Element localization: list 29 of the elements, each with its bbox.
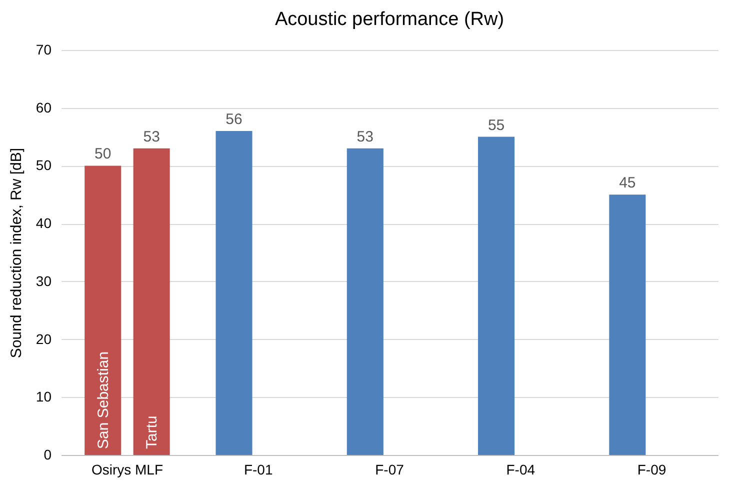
- bar: [216, 131, 252, 455]
- y-axis-title: Sound reduction index, Rw [dB]: [8, 148, 25, 358]
- y-tick-label: 0: [44, 446, 52, 462]
- x-tick-label: F-01: [244, 462, 273, 478]
- data-label: 55: [488, 116, 505, 134]
- bar: [478, 136, 515, 455]
- y-tick-label: 60: [36, 99, 52, 116]
- y-tick-label: 30: [36, 272, 52, 289]
- y-tick-label: 40: [36, 215, 52, 232]
- y-tick-label: 20: [36, 330, 52, 347]
- data-label: 53: [143, 128, 160, 146]
- x-tick-label: F-04: [506, 462, 536, 478]
- series-label: Tartu: [144, 416, 161, 449]
- chart-title: Acoustic performance (Rw): [274, 9, 504, 30]
- x-tick-label: Osirys MLF: [91, 462, 164, 478]
- series-label: San Sebastian: [94, 351, 112, 449]
- data-label: 45: [619, 174, 636, 192]
- bar: [84, 166, 122, 455]
- bar: [609, 194, 646, 455]
- data-label: 50: [94, 146, 112, 163]
- y-tick-label: 50: [36, 157, 52, 174]
- y-tick-label: 70: [36, 42, 52, 58]
- data-label: 53: [356, 128, 374, 146]
- bar: [133, 148, 170, 455]
- x-tick-label: F-07: [375, 462, 404, 478]
- bar: [346, 148, 384, 455]
- y-tick-label: 10: [36, 388, 52, 405]
- x-tick-label: F-09: [637, 462, 666, 478]
- data-label: 56: [226, 111, 242, 128]
